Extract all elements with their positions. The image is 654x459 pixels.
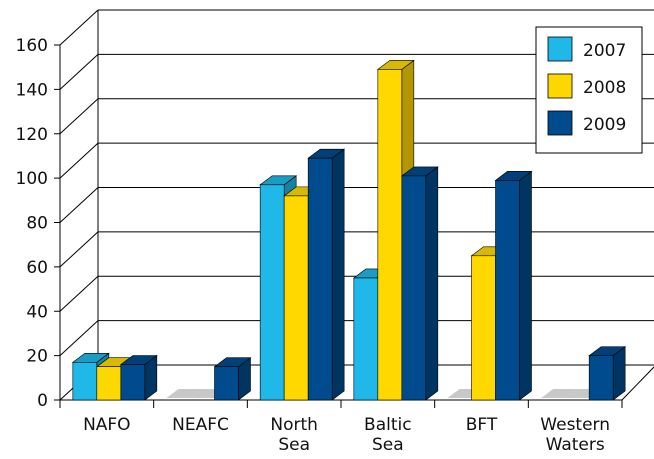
legend-swatch <box>547 36 573 62</box>
bar-front <box>353 277 379 401</box>
bar-front <box>214 366 239 401</box>
grid-diagonal-40 <box>59 275 99 312</box>
y-tick-label: 80 <box>26 214 48 234</box>
bar <box>119 354 158 401</box>
bar-front <box>307 157 333 401</box>
y-tick-label: 160 <box>16 36 48 56</box>
x-tick-label: Baltic <box>364 415 412 435</box>
y-tick-label: 100 <box>16 169 48 189</box>
y-tick-label: 140 <box>16 80 48 100</box>
x-tick-label: NAFO <box>83 415 131 435</box>
x-tick-label: Sea <box>372 435 404 455</box>
grid-diagonal-100 <box>59 142 99 179</box>
bar-front <box>120 364 146 401</box>
grid-diagonal-160 <box>59 9 99 46</box>
grid-diagonal-80 <box>59 187 99 223</box>
legend-label: 2008 <box>583 78 626 98</box>
legend-label: 2009 <box>583 115 626 135</box>
bar-side <box>519 170 532 401</box>
bar-side <box>331 148 345 401</box>
y-tick-label: 60 <box>26 258 48 278</box>
x-tick-label: Western <box>540 415 610 435</box>
chart-legend: 2007 2008 2009 <box>535 26 643 154</box>
y-tick-label: 120 <box>16 125 48 145</box>
x-tick-label: Waters <box>546 435 605 455</box>
bar-front <box>495 180 520 401</box>
x-tick-label: NEAFC <box>172 415 229 435</box>
x-tick-label: North <box>270 415 318 435</box>
bar-front <box>471 255 496 401</box>
grid-diagonal-140 <box>59 54 99 90</box>
y-tick-label: 20 <box>26 347 48 367</box>
chart-axes <box>54 44 623 408</box>
bar <box>400 166 439 401</box>
legend-swatch <box>547 73 573 99</box>
bar <box>213 357 252 401</box>
x-tick-label: BFT <box>466 415 498 435</box>
bar-front <box>259 184 285 401</box>
bar-side <box>425 166 439 401</box>
bar <box>307 148 346 401</box>
bar-front <box>401 175 427 401</box>
x-tick-label: Sea <box>278 435 310 455</box>
y-tick-label: 0 <box>37 391 48 411</box>
bar-front <box>72 361 98 401</box>
grid-diagonal-60 <box>59 231 99 268</box>
bar-front <box>283 195 309 401</box>
grid-diagonal-20 <box>59 320 99 356</box>
chart-bars <box>71 59 627 401</box>
bar-front <box>377 69 403 401</box>
legend-label: 2007 <box>583 41 626 61</box>
grid-diagonal-120 <box>59 98 99 135</box>
y-tick-label: 40 <box>26 302 48 322</box>
floor-right-edge <box>621 366 654 401</box>
bar-front <box>96 366 122 401</box>
legend-swatch <box>547 110 573 136</box>
bar <box>588 346 627 401</box>
bar <box>494 170 533 401</box>
bar-front <box>588 355 614 401</box>
